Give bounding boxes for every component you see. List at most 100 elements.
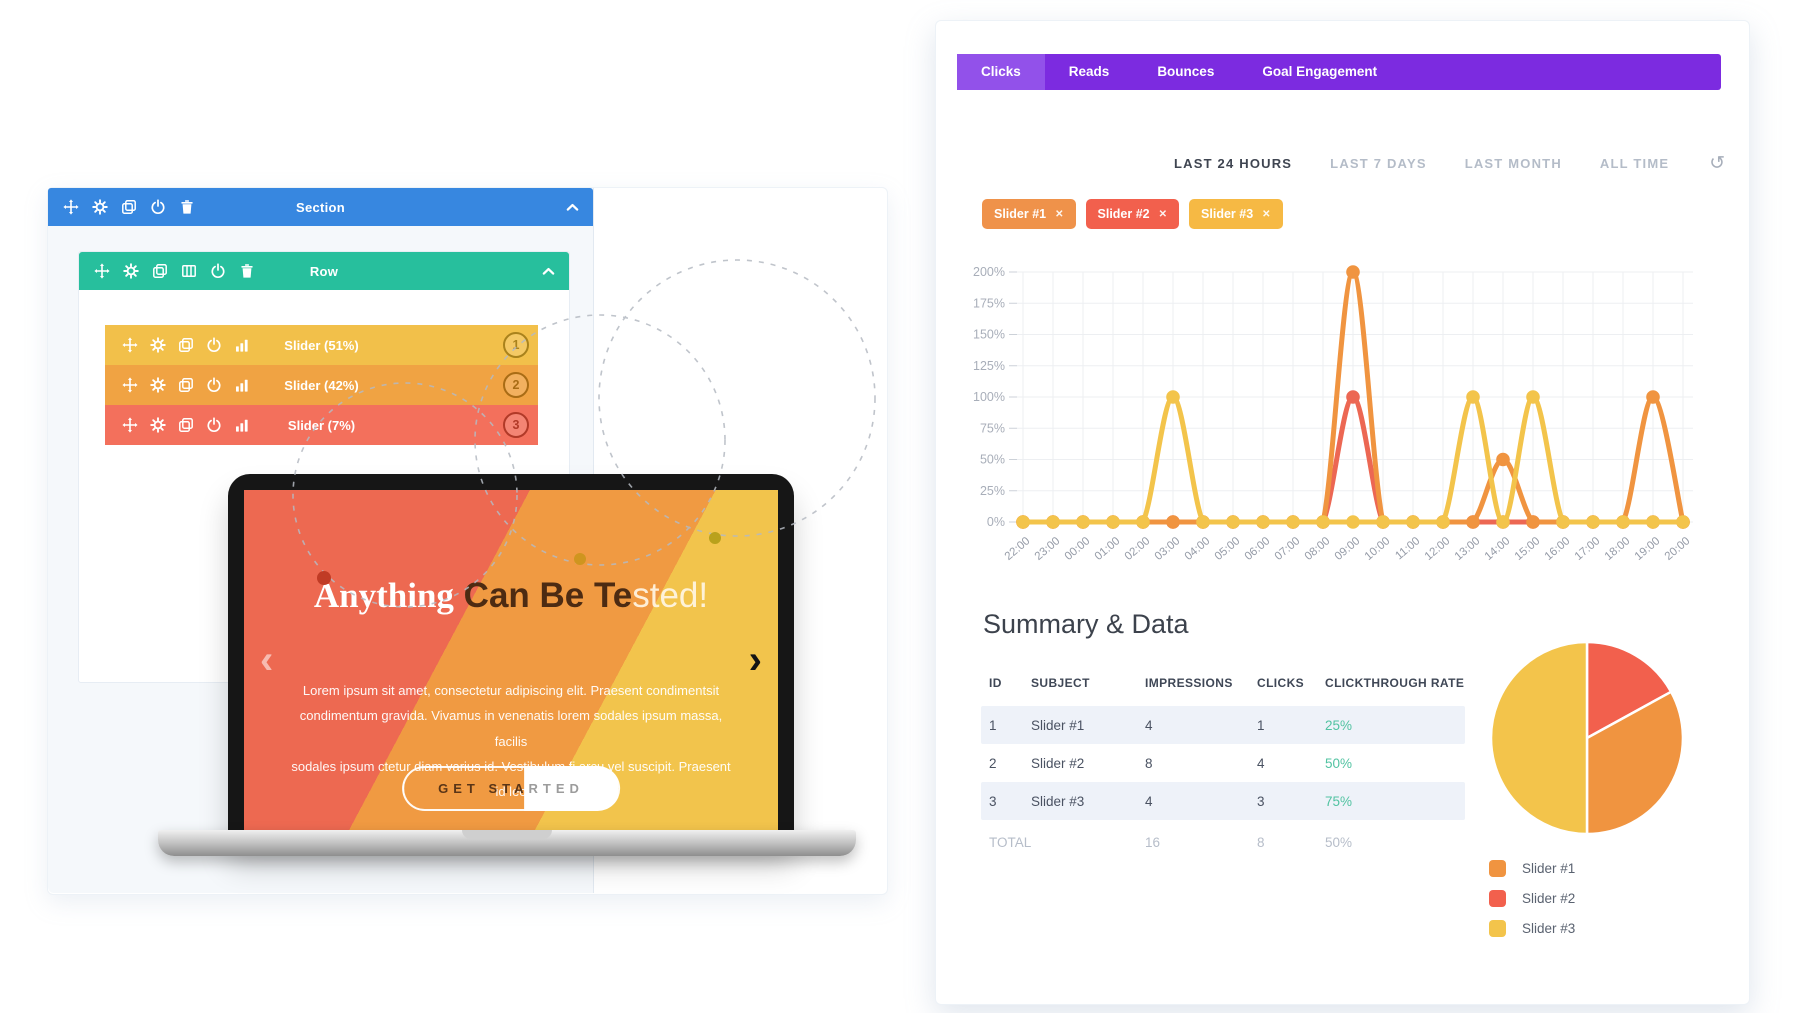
column-header: ID [989, 676, 1002, 691]
save-icon[interactable] [150, 199, 166, 215]
collapse-section-icon[interactable] [565, 200, 580, 215]
filter-chip-slider-2[interactable]: Slider #2 ✕ [1085, 199, 1180, 229]
slider-modules: Slider (51%) 1 Slider (42%) 2 Slider (7%) 3 [105, 325, 538, 445]
analytics-tabbar: Clicks Reads Bounces Goal Engagement [957, 54, 1721, 90]
subject-badge-3: 3 [503, 412, 529, 438]
trash-icon[interactable] [179, 199, 195, 215]
legend-swatch [1489, 919, 1506, 937]
laptop-bezel: Anything Can Be Tested! Lorem ipsum sit … [228, 474, 794, 846]
pie-chart [1481, 631, 1701, 851]
laptop-base [158, 830, 856, 856]
move-icon[interactable] [122, 377, 138, 393]
refresh-icon[interactable]: ↺ [1709, 153, 1727, 174]
prev-slide-arrow[interactable]: ‹ [260, 637, 274, 682]
tab-reads[interactable]: Reads [1068, 64, 1110, 79]
svg-text:175%: 175% [973, 296, 1005, 310]
svg-text:09:00: 09:00 [1333, 535, 1363, 563]
svg-text:25%: 25% [980, 484, 1005, 498]
module-bar-icons [105, 337, 250, 353]
row-bar[interactable]: Row [79, 252, 569, 290]
table-cell: TOTAL [989, 834, 1032, 850]
svg-text:22:00: 22:00 [1003, 535, 1033, 563]
analytics-panel: Clicks Reads Bounces Goal Engagement LAST 2… [935, 20, 1750, 1005]
legend-label: Slider #1 [1522, 860, 1576, 876]
duplicate-icon[interactable] [152, 263, 168, 279]
table-row: 1 Slider #1 4 1 25% [981, 706, 1465, 744]
close-icon[interactable]: ✕ [1158, 208, 1168, 220]
duplicate-icon[interactable] [178, 417, 194, 433]
get-started-button[interactable]: GET STARTED [402, 766, 620, 811]
table-total-row: TOTAL 16 8 50% [981, 820, 1465, 864]
slide-body-line: condimentum gravida. Vivamus in venenati… [299, 708, 723, 749]
tab-goal-engagement[interactable]: Goal Engagement [1262, 64, 1378, 79]
svg-text:50%: 50% [980, 453, 1005, 467]
svg-text:07:00: 07:00 [1273, 535, 1303, 563]
svg-text:10:00: 10:00 [1363, 535, 1393, 563]
gear-icon[interactable] [150, 337, 166, 353]
save-icon[interactable] [206, 377, 222, 393]
svg-text:20:00: 20:00 [1663, 535, 1693, 563]
stats-icon[interactable] [234, 337, 250, 353]
save-icon[interactable] [206, 337, 222, 353]
svg-text:0%: 0% [987, 515, 1005, 529]
legend-item: Slider #3 [1489, 913, 1575, 943]
table-header: ID SUBJECT IMPRESSIONS CLICKS CLICKTHROUGH R… [981, 662, 1465, 706]
move-icon[interactable] [94, 263, 110, 279]
slider-module-bar-1[interactable]: Slider (51%) 1 [105, 325, 538, 365]
move-icon[interactable] [122, 337, 138, 353]
filter-chip-label: Slider #2 [1097, 207, 1150, 221]
columns-icon[interactable] [181, 263, 197, 279]
filter-chip-slider-3[interactable]: Slider #3 ✕ [1189, 199, 1283, 229]
gear-icon[interactable] [150, 417, 166, 433]
range-last-7-days[interactable]: LAST 7 DAYS [1330, 156, 1427, 171]
slide-heading-light: sted! [632, 576, 709, 615]
svg-text:17:00: 17:00 [1573, 535, 1603, 563]
summary-table: ID SUBJECT IMPRESSIONS CLICKS CLICKTHROUGH R… [981, 662, 1465, 864]
svg-text:05:00: 05:00 [1213, 535, 1243, 563]
gear-icon[interactable] [92, 199, 108, 215]
range-last-month[interactable]: LAST MONTH [1464, 156, 1562, 171]
duplicate-icon[interactable] [121, 199, 137, 215]
save-icon[interactable] [206, 417, 222, 433]
column-header: CLICKS [1257, 676, 1305, 691]
table-cell: 3 [1257, 793, 1265, 809]
legend-label: Slider #2 [1522, 890, 1576, 906]
time-range-bar: LAST 24 HOURS LAST 7 DAYS LAST MONTH ALL TI… [1174, 154, 1726, 173]
gear-icon[interactable] [150, 377, 166, 393]
range-last-24-hours[interactable]: LAST 24 HOURS [1174, 156, 1293, 171]
slider-module-bar-3[interactable]: Slider (7%) 3 [105, 405, 538, 445]
gear-icon[interactable] [123, 263, 139, 279]
table-cell: Slider #2 [1031, 755, 1085, 771]
save-icon[interactable] [210, 263, 226, 279]
tab-clicks[interactable]: Clicks [957, 54, 1045, 90]
slider-module-bar-2[interactable]: Slider (42%) 2 [105, 365, 538, 405]
next-slide-arrow[interactable]: › [748, 637, 762, 682]
tab-bounces[interactable]: Bounces [1157, 64, 1215, 79]
svg-text:19:00: 19:00 [1633, 535, 1663, 563]
duplicate-icon[interactable] [178, 377, 194, 393]
range-all-time[interactable]: ALL TIME [1599, 156, 1670, 171]
close-icon[interactable]: ✕ [1262, 208, 1271, 220]
move-icon[interactable] [122, 417, 138, 433]
svg-text:11:00: 11:00 [1393, 535, 1422, 562]
duplicate-icon[interactable] [178, 337, 194, 353]
stats-icon[interactable] [234, 377, 250, 393]
svg-text:12:00: 12:00 [1423, 535, 1453, 563]
subject-badge-2: 2 [503, 372, 529, 398]
filter-chip-label: Slider #1 [994, 207, 1047, 221]
slide-heading: Anything Can Be Tested! [244, 576, 778, 616]
section-bar[interactable]: Section [48, 188, 593, 226]
svg-text:23:00: 23:00 [1033, 535, 1063, 563]
filter-chip-label: Slider #3 [1201, 207, 1254, 221]
move-icon[interactable] [63, 199, 79, 215]
table-cell: 50% [1325, 755, 1353, 771]
svg-text:75%: 75% [980, 421, 1005, 435]
filter-chip-slider-1[interactable]: Slider #1 ✕ [982, 199, 1076, 229]
table-cell: 8 [1145, 755, 1153, 771]
table-cell: Slider #3 [1031, 793, 1085, 809]
stats-icon[interactable] [234, 417, 250, 433]
close-icon[interactable]: ✕ [1055, 208, 1064, 220]
collapse-row-icon[interactable] [541, 264, 556, 279]
subject-badge-1: 1 [503, 332, 529, 358]
trash-icon[interactable] [239, 263, 255, 279]
